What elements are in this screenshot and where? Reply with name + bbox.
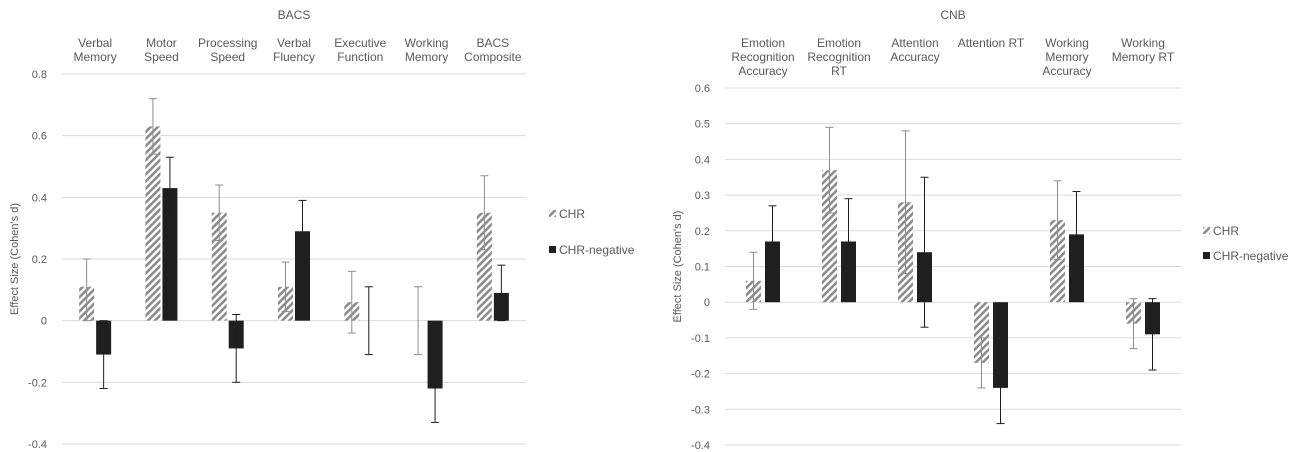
category-label: BACS Composite xyxy=(464,36,522,64)
category-label: Working Memory RT xyxy=(1112,36,1175,64)
y-tick-label: 0.5 xyxy=(695,119,710,131)
chr-bar xyxy=(145,126,161,321)
legend-swatch xyxy=(1203,227,1210,234)
y-axis-label: Effect Size (Cohen's d) xyxy=(9,203,21,315)
y-tick-label: 0.6 xyxy=(32,131,47,143)
category-label: Working Memory xyxy=(405,36,449,64)
legend-label: CHR xyxy=(559,207,585,221)
chr-negative-bar xyxy=(295,231,310,321)
y-tick-label: -0.4 xyxy=(691,440,710,452)
bacs-chart-panel: BACS -0.4 -0.2 0 0.2 0.4 0.6 0.8 Effect Size (Co… xyxy=(9,8,635,451)
y-tick-label: -0.4 xyxy=(28,439,47,451)
y-tick-label: 0.2 xyxy=(695,226,710,238)
y-tick-label: -0.2 xyxy=(28,377,47,389)
chr-bar xyxy=(1050,220,1065,303)
y-axis-label: Effect Size (Cohen's d) xyxy=(672,211,684,323)
legend-swatch xyxy=(1203,252,1210,259)
chr-negative-bar xyxy=(993,302,1008,388)
chr-negative-bar xyxy=(162,188,178,321)
y-tick-label: 0.4 xyxy=(32,192,47,204)
y-tick-label: -0.3 xyxy=(691,404,710,416)
category-label: Processing Speed xyxy=(198,36,257,64)
y-tick-label: -0.2 xyxy=(691,369,710,381)
legend-label: CHR-negative xyxy=(1213,249,1289,263)
legend-label: CHR-negative xyxy=(559,243,635,257)
chart-title: BACS xyxy=(278,8,311,22)
chart-title: CNB xyxy=(940,8,965,22)
chr-bar xyxy=(211,212,227,321)
category-label: Verbal Memory xyxy=(73,36,116,64)
legend-label: CHR xyxy=(1213,224,1239,238)
category-label: Attention Accuracy xyxy=(890,36,939,64)
y-tick-label: 0 xyxy=(704,297,710,309)
chr-bar xyxy=(822,170,837,303)
chr-bar xyxy=(974,302,989,363)
chr-bar xyxy=(476,212,492,321)
category-label: Attention RT xyxy=(958,36,1025,50)
category-label: Emotion Recognition Accuracy xyxy=(731,36,794,78)
y-tick-label: 0.1 xyxy=(695,262,710,274)
y-tick-label: 0.2 xyxy=(32,254,47,266)
cnb-chart-panel: CNB -0.4 -0.3 -0.2 -0.1 0 0.1 0.2 0.3 0.4 0.5 0.6 Ef… xyxy=(672,8,1289,452)
y-tick-label: 0.8 xyxy=(32,69,47,81)
category-label: Emotion Recognition RT xyxy=(807,36,870,78)
category-label: Working Memory Accuracy xyxy=(1042,36,1091,78)
legend-swatch xyxy=(549,246,556,253)
legend-swatch xyxy=(549,210,556,217)
category-label: Verbal Fluency xyxy=(273,36,315,64)
category-label: Executive Function xyxy=(334,36,386,64)
y-tick-label: 0.4 xyxy=(695,154,710,166)
y-tick-label: 0.6 xyxy=(695,83,710,95)
y-tick-label: -0.1 xyxy=(691,333,710,345)
category-label: Motor Speed xyxy=(144,36,179,64)
y-tick-label: 0 xyxy=(41,316,47,328)
y-tick-label: 0.3 xyxy=(695,190,710,202)
